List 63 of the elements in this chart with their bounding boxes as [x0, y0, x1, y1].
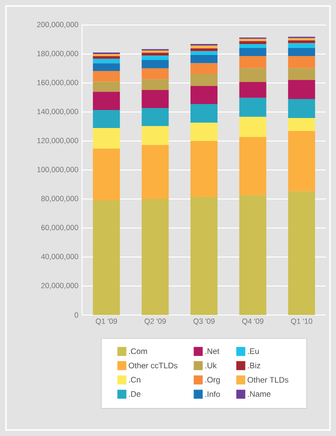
bar	[239, 82, 266, 98]
bar	[142, 126, 169, 146]
bar	[92, 70, 120, 82]
bar	[288, 130, 316, 192]
bar	[142, 108, 169, 126]
bar	[142, 199, 169, 315]
bar	[92, 92, 120, 110]
bar	[239, 38, 266, 42]
bar	[190, 141, 218, 197]
bar	[190, 45, 218, 48]
bar	[142, 56, 169, 60]
legend-label: .Uk	[205, 362, 217, 368]
bar	[288, 43, 316, 48]
bar	[288, 56, 316, 68]
bar	[288, 40, 316, 44]
bar	[239, 136, 266, 196]
bar	[239, 195, 266, 315]
bar	[190, 55, 218, 64]
legend-label: .Org	[205, 376, 220, 384]
bar	[190, 86, 218, 104]
bar	[288, 191, 316, 315]
bar	[142, 145, 169, 199]
bar	[288, 118, 316, 131]
bar	[142, 52, 169, 56]
legend-label: .Eu	[248, 348, 259, 354]
legend-label: .Net	[205, 348, 220, 354]
legend-label: .Cn	[129, 376, 140, 383]
bar	[190, 104, 218, 123]
legend-label: .De	[129, 391, 140, 397]
bar	[190, 51, 218, 56]
bar	[239, 68, 266, 82]
bar	[239, 44, 266, 48]
bar	[142, 68, 169, 80]
bar	[190, 122, 218, 141]
legend-label: Other ccTLDs	[128, 362, 178, 368]
bar	[239, 56, 266, 68]
bar	[92, 128, 120, 149]
bar	[239, 48, 266, 56]
bar	[92, 148, 120, 200]
bar	[92, 63, 120, 71]
bar	[288, 68, 316, 80]
legend-label: .Name	[248, 391, 270, 397]
bar	[92, 200, 120, 315]
bar	[288, 48, 316, 56]
bar	[142, 79, 169, 90]
bar	[239, 41, 266, 44]
bar	[239, 116, 266, 137]
legend-label: .Com	[129, 348, 147, 354]
bar	[190, 196, 218, 315]
legend-label: .Biz	[248, 362, 260, 368]
bar	[288, 80, 316, 99]
bar	[142, 90, 169, 108]
bar	[142, 60, 169, 68]
bar	[239, 98, 266, 117]
bar	[92, 58, 120, 64]
bar	[288, 98, 316, 118]
legend-label: Other TLDs	[248, 376, 288, 383]
bar	[92, 56, 120, 59]
bar	[92, 110, 120, 128]
bar	[190, 63, 218, 74]
bar	[92, 82, 120, 92]
bar	[190, 74, 218, 86]
legend-label: .Info	[205, 391, 220, 397]
